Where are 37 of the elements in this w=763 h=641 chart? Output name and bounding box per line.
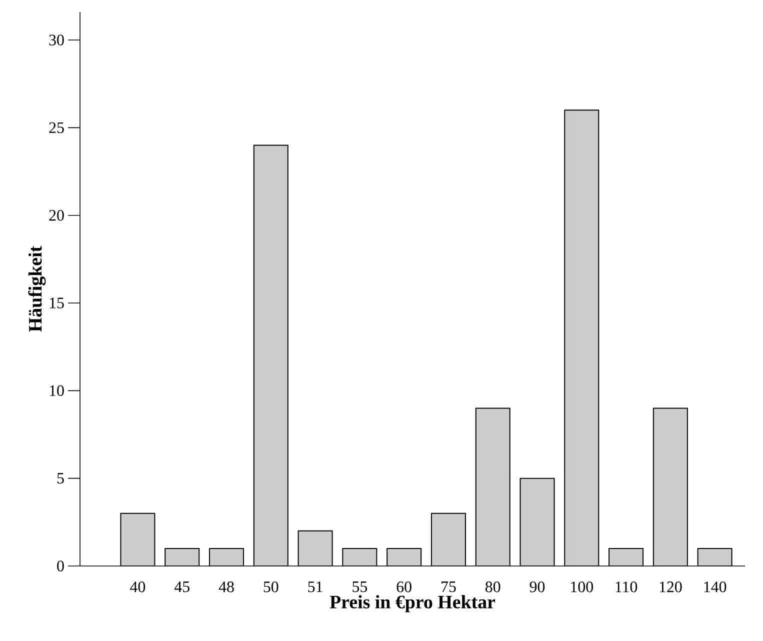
x-tick-label: 60 [396,582,412,592]
x-tick-label: 120 [660,582,682,592]
y-tick-label: 5 [57,473,64,484]
y-tick-label: 10 [50,385,64,396]
y-axis-title: Häufigkeit [28,246,46,332]
bar [120,512,156,566]
bar [209,548,244,566]
x-tick-label: 51 [308,582,322,592]
y-tick-label: 30 [49,34,64,46]
x-tick-label: 55 [352,582,368,592]
y-tick-label: 15 [50,298,64,308]
x-tick-label: 80 [486,582,500,592]
x-axis-title: Preis in €pro Hektar [330,595,496,612]
bar [697,548,732,566]
bar [608,548,644,566]
y-tick-label: 20 [49,210,64,221]
x-tick-label: 75 [442,582,456,592]
x-tick-label: 140 [704,582,726,592]
x-tick-label: 50 [264,582,278,592]
bar [520,478,555,566]
bar [652,408,688,566]
x-tick-label: 100 [571,582,593,592]
bar [298,530,333,566]
bar [564,110,600,566]
x-tick-label: 110 [616,582,638,592]
x-tick-label: 40 [130,582,146,592]
bar [253,144,288,566]
bar [475,408,510,566]
x-tick-label: 48 [218,582,234,592]
x-tick-label: 45 [174,582,190,592]
y-tick-label: 25 [49,122,64,134]
bar [430,512,466,566]
bar [386,548,422,566]
y-tick-label: 0 [57,560,64,572]
bar [342,548,378,566]
bar [164,548,200,566]
x-tick-label: 90 [530,582,545,592]
